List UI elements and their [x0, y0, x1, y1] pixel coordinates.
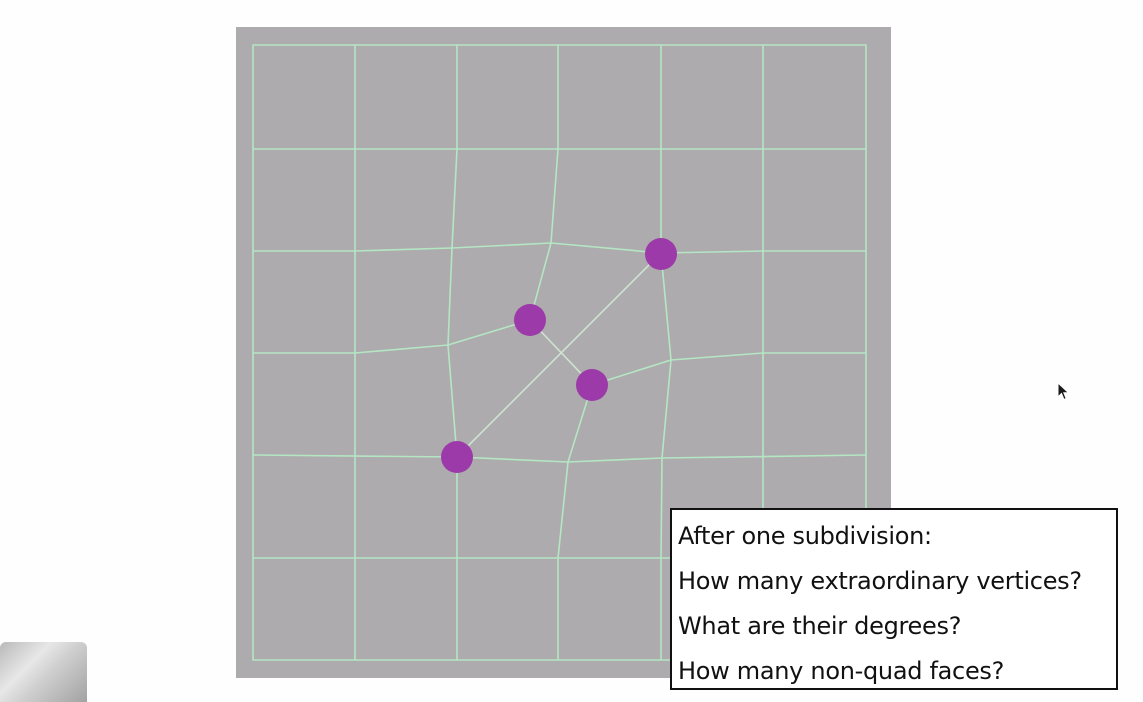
webcam-thumbnail [0, 642, 87, 702]
grid-line-h3-left [253, 319, 531, 354]
grid-line-v3-top [529, 45, 559, 321]
question-heading: After one subdivision: [678, 522, 932, 550]
grid-line-h4-right [456, 454, 867, 463]
grid-line-v3-bottom [557, 384, 593, 660]
mouse-pointer-icon [1057, 382, 1070, 401]
diagonal-edge-long [456, 252, 662, 458]
grid-line-h3-right [591, 352, 866, 386]
question-extraordinary-count: How many extraordinary vertices? [678, 567, 1082, 595]
grid-line-v2-top [447, 45, 458, 346]
extraordinary-vertex-1 [645, 238, 677, 270]
question-box: After one subdivision: How many extraord… [670, 508, 1118, 690]
question-degrees: What are their degrees? [678, 612, 962, 640]
extraordinary-vertex-4 [441, 441, 473, 473]
extraordinary-vertex-3 [576, 369, 608, 401]
extraordinary-vertex-2 [514, 304, 546, 336]
grid-line-v4 [660, 45, 672, 660]
question-non-quad-faces: How many non-quad faces? [678, 657, 1005, 685]
